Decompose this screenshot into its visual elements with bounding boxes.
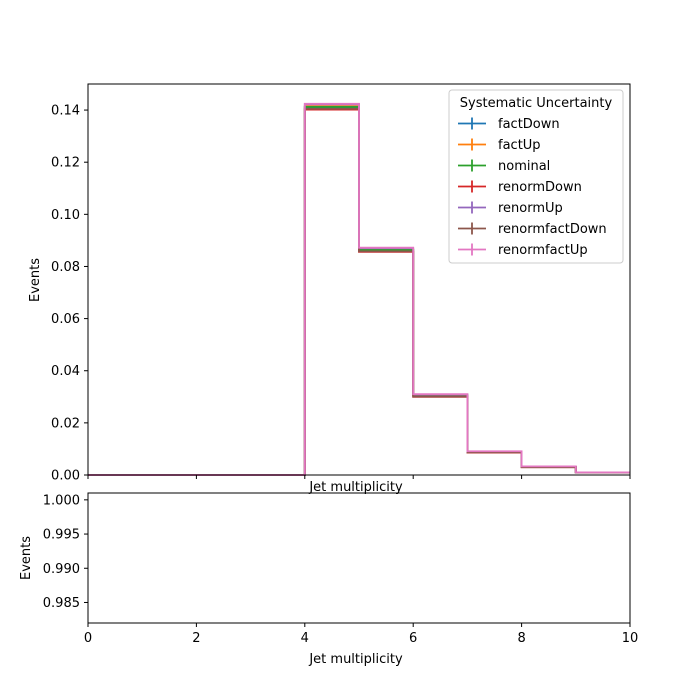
legend-label: factDown bbox=[498, 117, 560, 132]
ratio-x-tick-label: 6 bbox=[409, 631, 417, 646]
legend-entry-renormDown: renormDown bbox=[458, 180, 582, 195]
legend-entry-renormfactDown: renormfactDown bbox=[458, 222, 607, 237]
legend-box bbox=[448, 89, 624, 264]
legend-label: nominal bbox=[498, 159, 550, 174]
main-y-axis-ticks: 0.00 0.02 0.04 0.06 0.08 0.10 0.12 0.14 bbox=[51, 104, 88, 484]
ratio-y-tick-label: 0.995 bbox=[43, 528, 80, 543]
main-x-axis-ticks bbox=[87, 475, 631, 479]
main-y-tick-label: 0.00 bbox=[51, 469, 80, 484]
main-y-tick-label: 0.14 bbox=[51, 104, 80, 119]
legend-title: Systematic Uncertainty bbox=[460, 96, 613, 111]
legend-label: renormUp bbox=[498, 201, 563, 216]
legend-label: renormDown bbox=[498, 180, 582, 195]
ratio-x-axis-label: Jet multiplicity bbox=[308, 652, 403, 667]
ratio-y-axis-ticks: 0.985 0.990 0.995 1.000 bbox=[43, 493, 88, 611]
legend-label: renormfactUp bbox=[498, 243, 588, 258]
ratio-x-tick-label: 8 bbox=[517, 631, 525, 646]
ratio-y-tick-label: 0.985 bbox=[43, 596, 80, 611]
legend-entry-factUp: factUp bbox=[458, 138, 541, 153]
main-y-tick-label: 0.02 bbox=[51, 416, 80, 431]
ratio-x-tick-label: 4 bbox=[301, 631, 309, 646]
ratio-plot-panel: 0.985 0.990 0.995 1.000 0 2 4 6 8 10 Jet multipl… bbox=[19, 492, 638, 667]
main-y-tick-label: 0.10 bbox=[51, 208, 80, 223]
ratio-x-tick-label: 2 bbox=[192, 631, 200, 646]
legend-entry-nominal: nominal bbox=[458, 159, 550, 174]
main-x-axis-label: Jet multiplicity bbox=[308, 480, 403, 495]
legend-entry-factDown: factDown bbox=[458, 117, 560, 132]
main-y-tick-label: 0.06 bbox=[51, 312, 80, 327]
main-y-axis-label: Events bbox=[28, 258, 43, 302]
main-y-tick-label: 0.12 bbox=[51, 156, 80, 171]
main-y-tick-label: 0.04 bbox=[51, 364, 80, 379]
ratio-x-axis-ticks: 0 2 4 6 8 10 bbox=[84, 623, 638, 646]
main-plot-panel: 0.00 0.02 0.04 0.06 0.08 0.10 0.12 0.14 Jet mul… bbox=[28, 83, 631, 495]
main-plot-frame bbox=[87, 83, 631, 476]
ratio-y-axis-label: Events bbox=[19, 536, 34, 580]
ratio-plot-frame bbox=[87, 492, 631, 624]
legend-entries: factDown factUp nominal renormDown renormUp r… bbox=[458, 117, 607, 258]
main-y-tick-label: 0.08 bbox=[51, 260, 80, 275]
legend: Systematic Uncertainty factDown factUp nom… bbox=[448, 89, 624, 264]
ratio-x-tick-label: 10 bbox=[622, 631, 639, 646]
legend-label: renormfactDown bbox=[498, 222, 607, 237]
ratio-x-tick-label: 0 bbox=[84, 631, 92, 646]
legend-entry-renormfactUp: renormfactUp bbox=[458, 243, 588, 258]
ratio-y-tick-label: 1.000 bbox=[43, 493, 80, 508]
legend-label: factUp bbox=[498, 138, 541, 153]
legend-entry-renormUp: renormUp bbox=[458, 201, 563, 216]
ratio-y-tick-label: 0.990 bbox=[43, 562, 80, 577]
